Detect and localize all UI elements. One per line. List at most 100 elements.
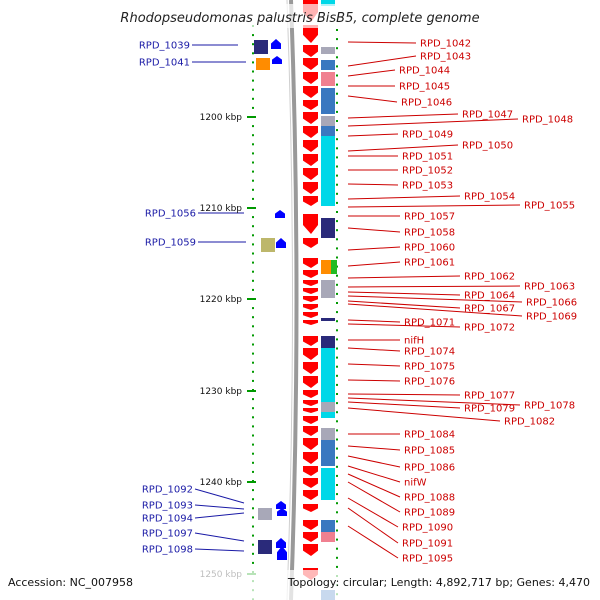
cog-box-reverse [258, 508, 272, 520]
scale-minor-tick [252, 334, 254, 337]
gene-label-right: RPD_1051 [402, 152, 453, 163]
forward-gene-arrow [303, 452, 318, 464]
scale-minor-tick [252, 489, 254, 492]
scale-minor-tick-right [336, 502, 338, 505]
leader-line-right [347, 133, 399, 137]
cog-box-forward [321, 47, 335, 54]
scale-minor-tick-right [336, 474, 338, 477]
scale-minor-tick-right [336, 493, 338, 496]
scale-minor-tick-right [336, 556, 338, 559]
cog-box-forward [321, 116, 335, 126]
scale-minor-tick [252, 325, 254, 328]
scale-minor-tick-right [336, 329, 338, 332]
forward-gene-arrow [303, 168, 318, 180]
scale-minor-tick-right [336, 447, 338, 450]
leader-line-right [347, 95, 398, 103]
scale-minor-tick-right [336, 211, 338, 213]
cog-box-forward [321, 532, 335, 542]
leader-line-right [347, 261, 401, 267]
scale-minor-tick-right [336, 320, 338, 323]
scale-minor-tick [252, 106, 254, 109]
forward-gene-arrow [303, 438, 318, 450]
scale-minor-tick [252, 116, 254, 118]
gene-label-right: RPD_1061 [404, 258, 455, 269]
scale-minor-tick [252, 361, 254, 364]
gene-label-right: RPD_1086 [404, 463, 455, 474]
scale-minor-tick-right [336, 411, 338, 414]
gene-label-right: RPD_1072 [464, 323, 515, 334]
leader-line-right [347, 445, 401, 451]
scale-minor-tick-right [336, 511, 338, 514]
leader-line-right [347, 41, 417, 44]
scale-minor-tick-right [336, 110, 338, 113]
leader-line-right [347, 195, 461, 200]
cog-box-forward [321, 60, 335, 70]
reverse-gene-arrow [277, 546, 287, 560]
leader-line-right [347, 379, 401, 382]
cog-box-forward [321, 218, 335, 238]
forward-gene-arrow [303, 408, 318, 413]
leader-line-right [347, 291, 461, 296]
forward-gene-arrow [303, 72, 318, 84]
scale-minor-tick-right [336, 47, 338, 50]
cog-box-forward [321, 318, 335, 321]
forward-gene-arrow [303, 196, 318, 206]
forward-gene-arrow [303, 362, 318, 374]
scale-minor-tick-right [336, 520, 338, 523]
forward-gene-arrow [303, 45, 318, 57]
gene-label-right: nifW [404, 478, 427, 489]
scale-minor-tick [252, 480, 254, 482]
scale-minor-tick [252, 52, 254, 55]
scale-minor-tick [252, 552, 254, 555]
gene-label-left: RPD_1093 [142, 501, 193, 512]
scale-minor-tick-right [336, 374, 338, 377]
scale-minor-tick [252, 425, 254, 428]
forward-gene-arrow [303, 466, 318, 476]
accession-text: Accession: NC_007958 [8, 576, 133, 589]
leader-line-right [347, 525, 399, 559]
leader-line-right [347, 481, 401, 513]
leader-line-right [347, 118, 519, 127]
leader-line-left [194, 504, 245, 510]
scale-minor-tick-right [336, 402, 338, 405]
reverse-gene-arrow [272, 56, 282, 64]
scale-minor-tick-right [336, 220, 338, 223]
gene-label-right: RPD_1076 [404, 377, 455, 388]
scale-minor-tick-right [336, 274, 338, 277]
scale-minor-tick-right [336, 383, 338, 386]
gene-label-right: RPD_1045 [399, 82, 450, 93]
gene-label-right: RPD_1047 [462, 110, 513, 121]
leader-line-left [194, 488, 245, 504]
leader-line-right [347, 246, 401, 251]
forward-gene-arrow [303, 320, 318, 325]
scale-minor-tick [252, 79, 254, 82]
gene-label-right: RPD_1063 [524, 282, 575, 293]
gene-label-right: RPD_1091 [402, 539, 453, 550]
forward-gene-arrow [303, 532, 318, 542]
scale-minor-tick [252, 461, 254, 464]
cog-box-forward [321, 0, 335, 6]
scale-minor-tick [252, 143, 254, 146]
leader-line-right [347, 69, 396, 77]
gene-label-right: RPD_1046 [401, 98, 452, 109]
scale-minor-tick [252, 243, 254, 246]
forward-gene-arrow [303, 312, 318, 318]
leader-line-right [347, 295, 523, 303]
scale-minor-tick [252, 43, 254, 46]
cog-box-forward [321, 126, 335, 136]
gene-label-right: RPD_1074 [404, 347, 455, 358]
map-title: Rhodopseudomonas palustris BisB5, comple… [120, 11, 479, 26]
forward-gene-arrow [303, 154, 318, 166]
gene-label-right: RPD_1077 [464, 391, 515, 402]
scale-minor-tick [252, 316, 254, 319]
leader-line-right [347, 393, 461, 396]
scale-minor-tick [252, 188, 254, 191]
footer-background [0, 570, 600, 600]
scale-minor-tick-right [336, 256, 338, 259]
gene-label-right: RPD_1064 [464, 291, 515, 302]
cog-box-forward [321, 412, 335, 418]
scale-minor-tick-right [336, 192, 338, 195]
scale-minor-tick-right [336, 83, 338, 86]
cog-box-reverse [254, 40, 268, 54]
